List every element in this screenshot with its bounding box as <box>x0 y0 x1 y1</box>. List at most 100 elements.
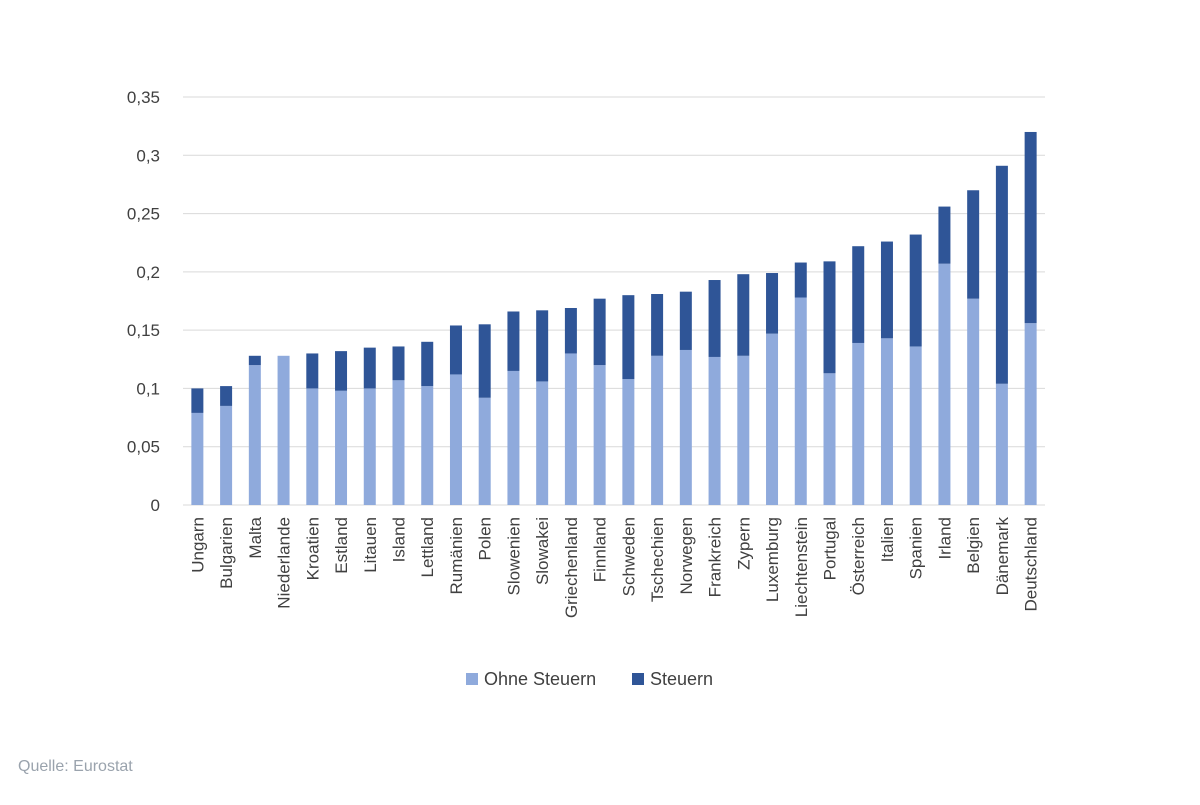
x-tick-label: Liechtenstein <box>792 517 811 617</box>
bar-ohne-steuern <box>478 397 491 505</box>
bar-steuern <box>421 341 434 387</box>
bar-ohne-steuern <box>651 355 664 505</box>
y-tick-label: 0,35 <box>127 88 160 107</box>
bar-steuern <box>679 291 692 350</box>
bar-steuern <box>392 346 405 381</box>
bar-steuern <box>938 206 951 264</box>
bar-ohne-steuern <box>794 297 807 505</box>
y-tick-label: 0 <box>151 496 160 515</box>
x-tick-label: Frankreich <box>706 517 725 597</box>
x-tick-label: Estland <box>332 517 351 574</box>
bar-steuern <box>622 295 635 380</box>
x-tick-label: Island <box>390 517 409 562</box>
bar-ohne-steuern <box>392 380 405 505</box>
y-axis-ticks: 0 0,05 0,1 0,15 0,2 0,25 0,3 0,35 <box>127 88 160 515</box>
bar-ohne-steuern <box>880 338 893 505</box>
x-tick-label: Belgien <box>964 517 983 574</box>
y-tick-label: 0,05 <box>127 438 160 457</box>
bar-ohne-steuern <box>277 355 290 505</box>
bar-ohne-steuern <box>909 346 922 505</box>
y-tick-label: 0,2 <box>136 263 160 282</box>
bar-ohne-steuern <box>449 374 462 505</box>
x-tick-label: Luxemburg <box>763 517 782 602</box>
bar-steuern <box>335 351 348 391</box>
bar-ohne-steuern <box>421 386 434 505</box>
bar-ohne-steuern <box>708 356 721 505</box>
y-tick-label: 0,3 <box>136 146 160 165</box>
bar-steuern <box>1024 131 1037 324</box>
x-tick-label: Lettland <box>418 517 437 578</box>
bar-steuern <box>536 310 549 382</box>
x-tick-label: Dänemark <box>993 517 1012 596</box>
bar-ohne-steuern <box>967 298 980 505</box>
bar-ohne-steuern <box>737 355 750 505</box>
bar-steuern <box>794 262 807 298</box>
x-tick-label: Litauen <box>361 517 380 573</box>
bar-steuern <box>823 261 836 374</box>
x-tick-label: Tschechien <box>648 517 667 602</box>
x-tick-label: Österreich <box>849 517 868 595</box>
legend-swatch <box>632 673 644 685</box>
source-note: Quelle: Eurostat <box>18 758 133 775</box>
bar-steuern <box>852 246 865 343</box>
bar-ohne-steuern <box>622 379 635 505</box>
bars <box>191 131 1037 505</box>
bar-steuern <box>593 298 606 366</box>
bar-steuern <box>651 294 664 356</box>
bar-ohne-steuern <box>823 373 836 505</box>
bar-ohne-steuern <box>1024 323 1037 505</box>
bar-ohne-steuern <box>564 353 577 505</box>
bar-ohne-steuern <box>852 342 865 505</box>
bar-ohne-steuern <box>306 388 319 505</box>
x-tick-label: Slowenien <box>504 517 523 595</box>
y-tick-label: 0,25 <box>127 205 160 224</box>
bar-ohne-steuern <box>363 388 376 505</box>
bar-ohne-steuern <box>536 381 549 505</box>
bar-steuern <box>449 325 462 375</box>
bar-steuern <box>478 324 491 398</box>
x-tick-label: Deutschland <box>1022 517 1041 612</box>
bar-steuern <box>880 241 893 339</box>
bar-steuern <box>507 311 520 371</box>
bar-ohne-steuern <box>995 383 1008 505</box>
legend-label: Steuern <box>650 669 713 689</box>
bar-steuern <box>995 165 1008 384</box>
x-tick-label: Schweden <box>619 517 638 596</box>
grid-lines <box>183 96 1045 506</box>
x-tick-label: Irland <box>935 517 954 560</box>
x-tick-label: Italien <box>878 517 897 562</box>
x-tick-label: Spanien <box>907 517 926 579</box>
x-tick-label: Bulgarien <box>217 517 236 589</box>
bar-ohne-steuern <box>191 412 204 505</box>
x-axis-ticks: Ungarn Bulgarien Malta Niederlande Kroatien E… <box>188 516 1040 618</box>
x-tick-label: Malta <box>246 516 265 558</box>
bar-steuern <box>363 347 376 389</box>
bar-steuern <box>248 355 261 366</box>
bar-ohne-steuern <box>679 349 692 505</box>
x-tick-label: Finnland <box>591 517 610 582</box>
x-tick-label: Kroatien <box>303 517 322 580</box>
bar-steuern <box>306 353 319 389</box>
bar-steuern <box>737 274 750 356</box>
bar-ohne-steuern <box>938 263 951 505</box>
bar-steuern <box>564 307 577 354</box>
bar-steuern <box>766 273 779 334</box>
bar-ohne-steuern <box>220 405 233 505</box>
bar-ohne-steuern <box>335 390 348 505</box>
legend-swatch <box>466 673 478 685</box>
x-tick-label: Ungarn <box>188 517 207 573</box>
bar-ohne-steuern <box>593 365 606 505</box>
x-tick-label: Portugal <box>821 517 840 580</box>
bar-ohne-steuern <box>248 365 261 505</box>
bar-steuern <box>708 280 721 357</box>
x-tick-label: Polen <box>476 517 495 560</box>
bar-steuern <box>220 386 233 406</box>
bar-steuern <box>191 388 204 413</box>
x-tick-label: Norwegen <box>677 517 696 595</box>
bar-ohne-steuern <box>766 333 779 505</box>
y-tick-label: 0,1 <box>136 379 160 398</box>
x-tick-label: Slowakei <box>533 517 552 585</box>
legend-label: Ohne Steuern <box>484 669 596 689</box>
